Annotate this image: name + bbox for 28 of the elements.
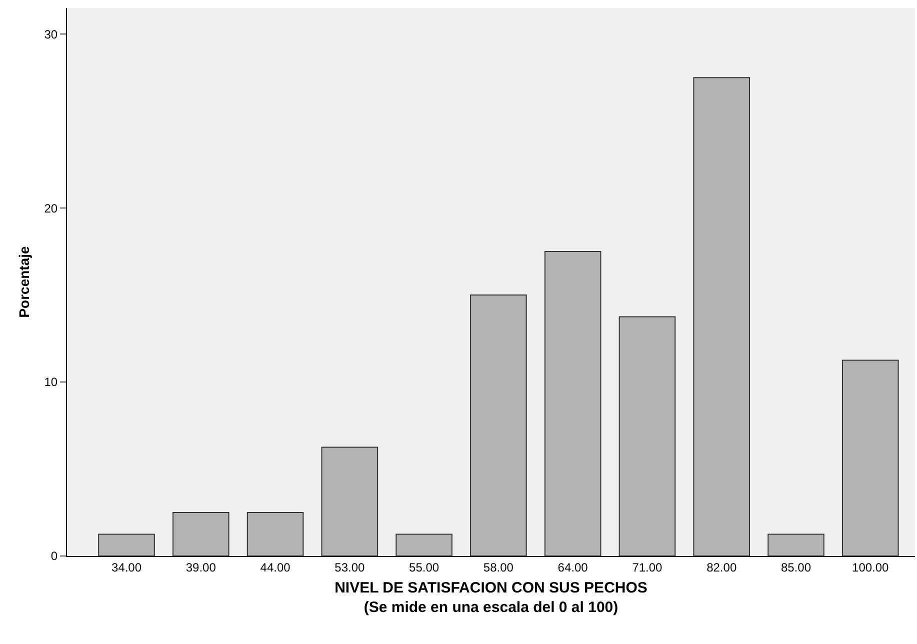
bar bbox=[396, 534, 452, 556]
x-tick-label: 64.00 bbox=[558, 560, 588, 574]
x-tick-label: 85.00 bbox=[780, 560, 812, 574]
x-tick-label: 44.00 bbox=[260, 560, 291, 574]
x-tick-label: 71.00 bbox=[632, 560, 663, 574]
y-tick-label: 10 bbox=[44, 375, 58, 390]
x-axis-title: NIVEL DE SATISFACION CON SUS PECHOS (Se mide en una escala del 0 al 100) bbox=[334, 579, 648, 616]
y-tick-label: 20 bbox=[44, 201, 58, 216]
y-tick-label: 0 bbox=[50, 549, 58, 564]
bar bbox=[246, 512, 304, 556]
y-tick-label: 30 bbox=[44, 27, 58, 42]
bar bbox=[172, 512, 230, 556]
bar bbox=[618, 316, 676, 556]
y-axis-title: Porcentaje bbox=[16, 246, 32, 318]
x-tick-label: 58.00 bbox=[483, 560, 514, 574]
x-tick-label: 39.00 bbox=[186, 560, 216, 574]
bar bbox=[321, 446, 378, 556]
x-tick-label: 82.00 bbox=[706, 560, 737, 574]
x-tick-label: 53.00 bbox=[334, 560, 366, 574]
x-tick-label: 55.00 bbox=[409, 560, 440, 574]
bar bbox=[768, 534, 824, 556]
x-tick-label: 100.00 bbox=[852, 560, 890, 574]
bar bbox=[693, 77, 750, 556]
bar bbox=[842, 360, 899, 556]
x-tick-label: 34.00 bbox=[111, 560, 142, 574]
bar bbox=[544, 251, 602, 556]
bar bbox=[98, 534, 155, 556]
bar bbox=[470, 294, 527, 556]
